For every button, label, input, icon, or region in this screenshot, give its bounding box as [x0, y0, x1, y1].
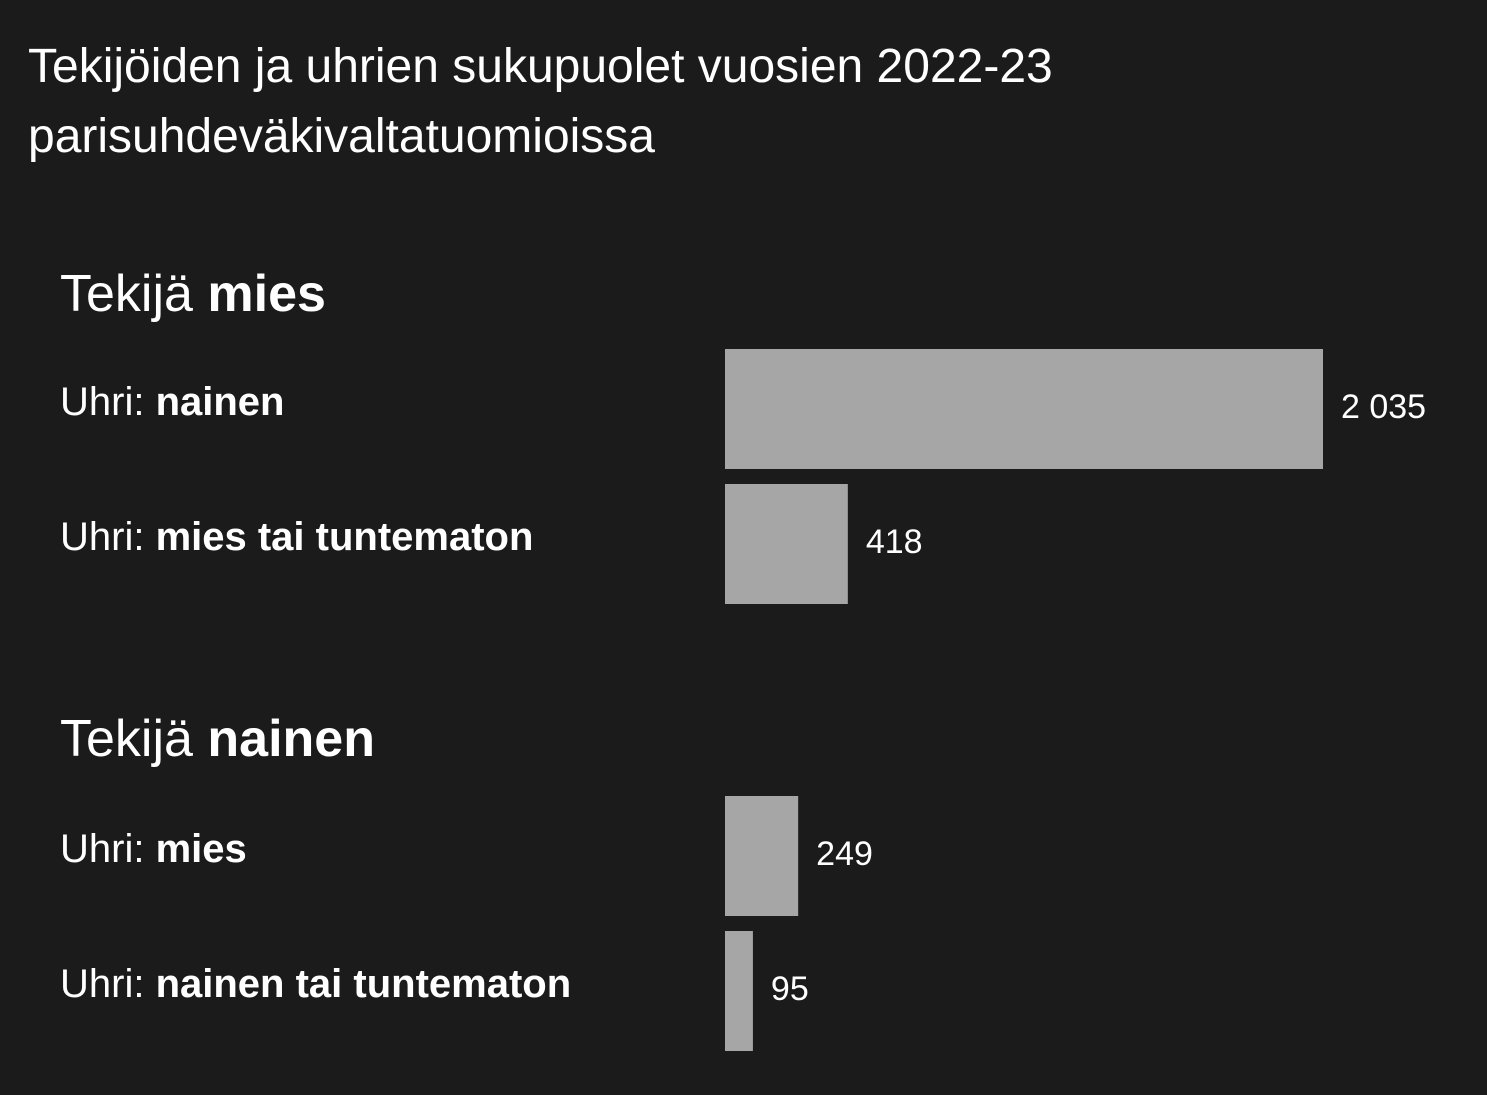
category-prefix: Uhri:	[60, 515, 144, 559]
chart-title: Tekijöiden ja uhrien sukupuolet vuosien …	[28, 40, 1053, 163]
category-label: Uhri: nainen tai tuntematon	[60, 962, 571, 1006]
category-name: mies	[156, 827, 247, 871]
group-prefix: Tekijä	[60, 265, 193, 323]
bar	[725, 484, 848, 604]
category-label: Uhri: nainen	[60, 380, 284, 424]
bar	[725, 796, 799, 916]
value-label: 95	[771, 970, 809, 1008]
category-name: nainen	[156, 380, 285, 424]
category-prefix: Uhri:	[60, 380, 144, 424]
category-name: mies tai tuntematon	[156, 515, 534, 559]
category-prefix: Uhri:	[60, 962, 144, 1006]
category-label: Uhri: mies	[60, 827, 247, 871]
bar	[725, 931, 753, 1051]
category-prefix: Uhri:	[60, 827, 144, 871]
value-label: 418	[866, 523, 923, 561]
group-name: mies	[207, 265, 326, 323]
group-title: Tekijä nainen	[60, 710, 375, 768]
value-label: 2 035	[1341, 388, 1426, 426]
category-name: nainen tai tuntematon	[156, 962, 572, 1006]
category-label: Uhri: mies tai tuntematon	[60, 515, 533, 559]
value-label: 249	[816, 835, 873, 873]
group-name: nainen	[207, 710, 375, 768]
group-title: Tekijä mies	[60, 265, 326, 323]
bar	[725, 349, 1323, 469]
group-prefix: Tekijä	[60, 710, 193, 768]
